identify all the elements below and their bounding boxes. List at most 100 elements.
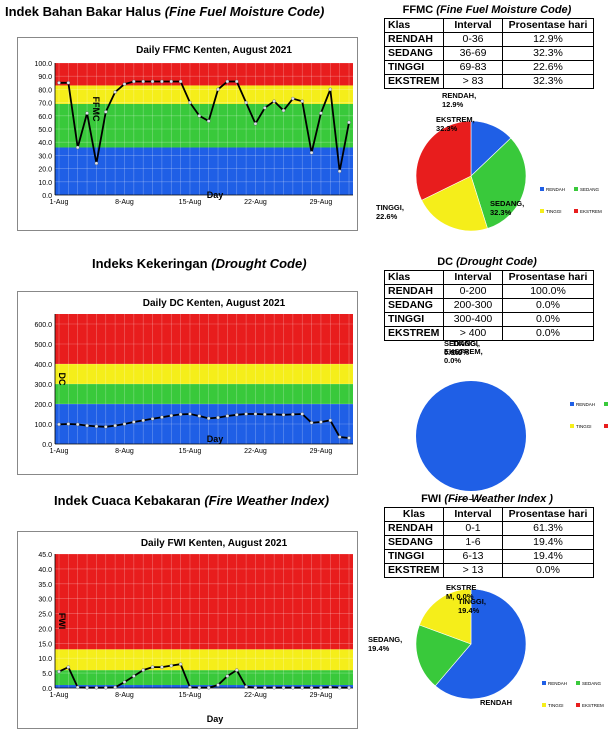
y-tick-label: 45.0 — [38, 552, 52, 559]
y-tick-label: 10.0 — [38, 180, 52, 187]
data-point — [244, 685, 248, 689]
legend-swatch — [604, 424, 608, 428]
fwi-class-table: Klas Interval Prosentase hari RENDAH 0-1 6… — [384, 507, 594, 578]
data-point — [291, 685, 295, 690]
data-point — [160, 415, 164, 419]
data-point — [328, 685, 333, 689]
dc-table-title-italic: (Drought Code) — [456, 256, 537, 268]
cell-pct: 100.0% — [502, 284, 594, 299]
data-point — [197, 114, 202, 118]
fwi-pie-chart: RENDAH SEDANG, 19.4% TINGGI, 19.4% EKSTRE M, 0… — [360, 580, 608, 726]
dc-title-main: Indeks Kekeringan — [92, 256, 208, 271]
y-tick-label: 0.0 — [42, 442, 52, 449]
y-tick-label: 60.0 — [38, 114, 52, 121]
data-point — [94, 424, 99, 429]
data-point — [113, 685, 117, 690]
pie-slice — [416, 381, 526, 491]
data-point — [216, 415, 220, 420]
col-interval: Interval — [443, 507, 503, 522]
col-interval: Interval — [443, 18, 503, 33]
y-tick-label: 300.0 — [34, 382, 52, 389]
pie-data-label: 0.0% — [452, 348, 469, 357]
band-0 — [55, 404, 353, 444]
pie-slice — [415, 120, 472, 201]
table-row: TINGGI 6-13 19.4% — [384, 549, 594, 564]
data-point — [57, 669, 61, 674]
data-point — [319, 420, 323, 424]
data-point — [94, 161, 99, 166]
pie-data-label: EKSTRE — [446, 583, 476, 592]
pie-svg: RENDAH,12.9%SEDANG,32.3%TINGGI,22.6%EKST… — [376, 91, 602, 232]
cell-interval: 1-6 — [443, 535, 503, 550]
band-3 — [55, 554, 353, 650]
data-point — [319, 111, 323, 115]
ffmc-section-title: Indek Bahan Bakar Halus (Fine Fuel Moist… — [5, 4, 324, 19]
data-point — [225, 414, 230, 418]
band-0 — [55, 147, 353, 195]
data-point — [300, 412, 304, 416]
fwi-table-title-main: FWI — [421, 493, 442, 505]
data-point — [169, 79, 174, 84]
data-point — [272, 685, 276, 690]
ffmc-table-title-main: FFMC — [402, 4, 434, 16]
cell-interval: 300-400 — [443, 312, 503, 327]
cell-pct: 12.9% — [502, 32, 594, 47]
data-point — [132, 79, 136, 84]
data-point — [85, 111, 89, 115]
ffmc-table-title: FFMC (Fine Fuel Moisture Code) — [384, 4, 590, 16]
data-point — [234, 79, 239, 84]
y-tick-label: 0.0 — [42, 193, 52, 200]
y-tick-label: 600.0 — [34, 322, 52, 329]
data-point — [197, 414, 202, 418]
x-axis-label: Day — [207, 714, 224, 724]
pie-slice — [421, 175, 488, 232]
col-klas: Klas — [384, 18, 444, 33]
x-tick-label: 22-Aug — [244, 692, 267, 699]
y-tick-label: 200.0 — [34, 402, 52, 409]
table-row: SEDANG 1-6 19.4% — [384, 535, 594, 550]
col-prosentase: Prosentase hari — [502, 507, 594, 522]
cell-pct: 0.0% — [502, 563, 594, 578]
data-point — [272, 412, 276, 417]
table-row: SEDANG 36-69 32.3% — [384, 46, 594, 61]
data-point — [94, 685, 99, 690]
cell-klas: TINGGI — [384, 60, 444, 75]
pie-data-label: SEDANG, — [490, 199, 524, 208]
data-point — [188, 412, 192, 416]
x-tick-label: 1-Aug — [50, 692, 69, 699]
y-axis-label: FFMC — [91, 97, 101, 122]
pie-slice — [470, 137, 527, 229]
y-tick-label: 10.0 — [38, 656, 52, 663]
data-point — [206, 119, 211, 123]
cell-klas: SEDANG — [384, 298, 444, 313]
fwi-line-chart: 0.0 5.0 10.0 15.0 20.0 25.0 30.0 35.0 40.0 45.0 1-… — [17, 531, 358, 729]
table-row: EKSTREM > 400 0.0% — [384, 326, 594, 341]
data-point — [57, 81, 61, 85]
pie-data-label: SEDANG, — [444, 339, 478, 348]
x-tick-label: 22-Aug — [244, 199, 267, 206]
cell-klas: TINGGI — [384, 549, 444, 564]
legend-swatch — [576, 703, 580, 707]
ffmc-title-italic: (Fine Fuel Moisture Code) — [164, 4, 325, 19]
dc-section-title: Indeks Kekeringan (Drought Code) — [92, 256, 307, 271]
chart-title: Daily DC Kenten, August 2021 — [143, 298, 286, 309]
cell-pct: 0.0% — [502, 312, 594, 327]
data-point — [253, 685, 258, 690]
data-point — [309, 421, 314, 425]
dc-line-chart: 0.0 100.0 200.0 300.0 400.0 500.0 600.0 1-Aug 8-… — [17, 291, 358, 475]
data-point — [66, 81, 71, 85]
table-row: SEDANG 200-300 0.0% — [384, 298, 594, 313]
data-point — [319, 685, 323, 690]
data-point — [309, 685, 314, 690]
cell-interval: 0-36 — [443, 32, 503, 47]
chart-title: Daily FFMC Kenten, August 2021 — [136, 45, 292, 56]
pie-data-label: 19.4% — [368, 644, 390, 653]
data-point — [178, 412, 183, 417]
dc-table-title-main: DC — [437, 256, 454, 268]
data-point — [197, 685, 202, 690]
table-row: TINGGI 300-400 0.0% — [384, 312, 594, 327]
legend-label: RENDAH — [546, 187, 565, 192]
data-point — [281, 108, 286, 113]
pie-data-label: 22.6% — [376, 212, 398, 221]
data-point — [216, 87, 220, 92]
